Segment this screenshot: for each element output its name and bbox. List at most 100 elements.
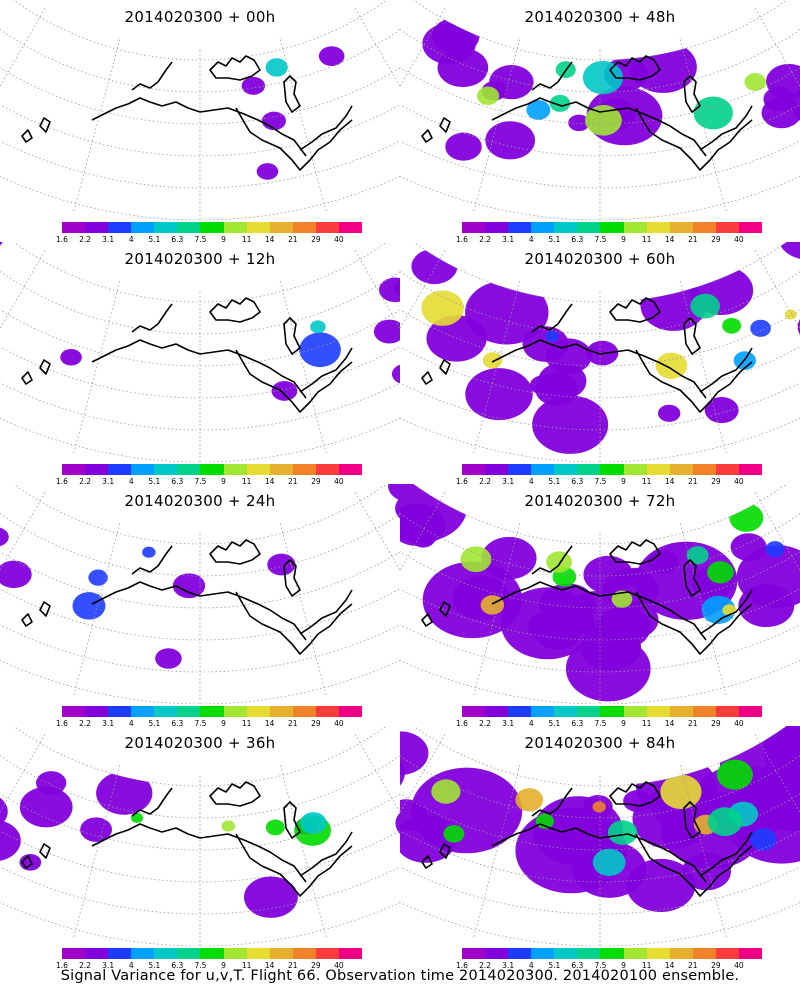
colorbar-swatch — [715, 222, 739, 233]
variance-blob — [611, 590, 633, 608]
colorbar-tick-label: 4 — [528, 477, 534, 486]
colorbar-swatch — [154, 222, 178, 233]
colorbar-tick-label: 21 — [687, 477, 698, 486]
variance-blob — [749, 828, 777, 851]
variance-blob — [299, 332, 341, 368]
colorbar-tick-label: 1.6 — [56, 961, 68, 970]
colorbar-tick-label: 4 — [528, 719, 534, 728]
colorbar-swatch — [154, 948, 178, 959]
variance-blob — [431, 779, 461, 804]
colorbar-tick-label: 9 — [221, 961, 226, 970]
colorbar-swatch — [315, 948, 339, 959]
colorbar-tick-label: 1.6 — [456, 235, 468, 244]
coastline — [299, 589, 353, 635]
graticule-line — [400, 866, 800, 915]
colorbar-tick-label: 11 — [641, 719, 652, 728]
colorbar-swatch — [508, 222, 532, 233]
colorbar-swatch — [531, 464, 555, 475]
graticule-line — [0, 866, 400, 915]
colorbar-swatch — [338, 948, 363, 959]
variance-blob — [96, 771, 153, 815]
colorbar-swatch — [669, 706, 693, 717]
variance-blob — [0, 560, 32, 589]
colorbar-swatch — [177, 222, 201, 233]
colorbar-swatch — [154, 706, 178, 717]
variance-blob — [744, 73, 766, 91]
colorbar-swatch — [315, 222, 339, 233]
colorbar-tick-label: 4 — [528, 235, 534, 244]
colorbar-tick-label: 5.1 — [548, 719, 561, 728]
map-plot — [400, 0, 800, 220]
colorbar-swatch — [623, 706, 647, 717]
colorbar-swatch — [223, 948, 247, 959]
colorbar-tick-label: 40 — [734, 719, 744, 728]
coastline — [21, 371, 33, 385]
coastline — [683, 75, 701, 113]
coastline — [699, 105, 753, 151]
variance-blob — [515, 788, 544, 812]
coastline — [699, 589, 753, 635]
colorbar-tick-label: 6.3 — [571, 719, 584, 728]
variance-blob — [750, 319, 771, 337]
colorbar-tick-label: 3.1 — [102, 235, 115, 244]
variance-blob — [603, 568, 659, 611]
colorbar-tick-label: 3.1 — [502, 235, 515, 244]
colorbar-tick-label: 7.5 — [594, 719, 607, 728]
colorbar-swatch — [62, 222, 86, 233]
variance-blob — [19, 786, 73, 828]
colorbar-tick-label: 14 — [264, 961, 275, 970]
colorbar-swatch — [485, 222, 509, 233]
colorbar-swatch — [246, 222, 270, 233]
colorbar-swatch — [292, 948, 316, 959]
map-boundary — [0, 726, 400, 946]
colorbar-tick-label: 7.5 — [194, 477, 207, 486]
coastline — [91, 339, 307, 399]
colorbar-swatch — [177, 948, 201, 959]
variance-blob — [131, 812, 144, 823]
variance-blob — [221, 820, 236, 832]
variance-field — [0, 771, 400, 918]
colorbar-tick-label: 21 — [687, 961, 698, 970]
map-panel-p24: 2014020300 + 24h 1.6 2.2 3.1 4 5.1 6.3 7.5 9 11 14… — [0, 484, 400, 728]
colorbar-tick-label: 2.2 — [479, 961, 492, 970]
variance-blob — [693, 96, 733, 130]
variance-blob — [690, 293, 721, 319]
colorbar-tick-label: 4 — [128, 961, 134, 970]
coastline — [235, 833, 353, 897]
colorbar-tick-label: 1.6 — [456, 477, 468, 486]
colorbar-tick-label: 11 — [641, 477, 652, 486]
colorbar — [462, 948, 763, 959]
colorbar-tick-label: 40 — [334, 235, 344, 244]
colorbar-tick-label: 5.1 — [548, 235, 561, 244]
colorbar-tick-label: 7.5 — [594, 477, 607, 486]
variance-blob — [729, 503, 764, 532]
variance-blob — [88, 569, 108, 586]
colorbar-tick-label: 1.6 — [56, 235, 68, 244]
colorbar-swatch — [62, 706, 86, 717]
colorbar-swatch — [223, 464, 247, 475]
colorbar-tick-label: 6.3 — [171, 235, 184, 244]
colorbar-swatch — [692, 222, 716, 233]
colorbar-swatch — [131, 948, 155, 959]
panel-title: 2014020300 + 60h — [524, 250, 676, 268]
coastline — [699, 831, 753, 877]
figure-caption: Signal Variance for u,v,T. Flight 66. Ob… — [60, 968, 740, 984]
map-panel-p12: 2014020300 + 12h 1.6 2.2 3.1 4 5.1 6.3 7.5 9 11 14… — [0, 242, 400, 486]
colorbar-tick-label: 2.2 — [79, 719, 92, 728]
graticule-line — [279, 523, 328, 698]
colorbar-swatch — [108, 948, 132, 959]
colorbar-labels: 1.6 2.2 3.1 4 5.1 6.3 7.5 9 11 14 21 29 40 — [456, 719, 762, 729]
map-boundary — [400, 0, 800, 220]
variance-blob — [411, 767, 523, 854]
colorbar-labels: 1.6 2.2 3.1 4 5.1 6.3 7.5 9 11 14 21 29 40 — [456, 961, 762, 971]
variance-blob — [716, 759, 753, 790]
coastline — [609, 297, 661, 323]
colorbar-swatch — [531, 948, 555, 959]
colorbar-tick-label: 7.5 — [194, 235, 207, 244]
map-boundary — [0, 484, 400, 704]
variance-blob — [582, 60, 623, 95]
colorbar-tick-label: 5.1 — [148, 235, 161, 244]
colorbar-swatch — [715, 706, 739, 717]
colorbar-swatch — [269, 222, 293, 233]
variance-blob — [538, 362, 587, 400]
